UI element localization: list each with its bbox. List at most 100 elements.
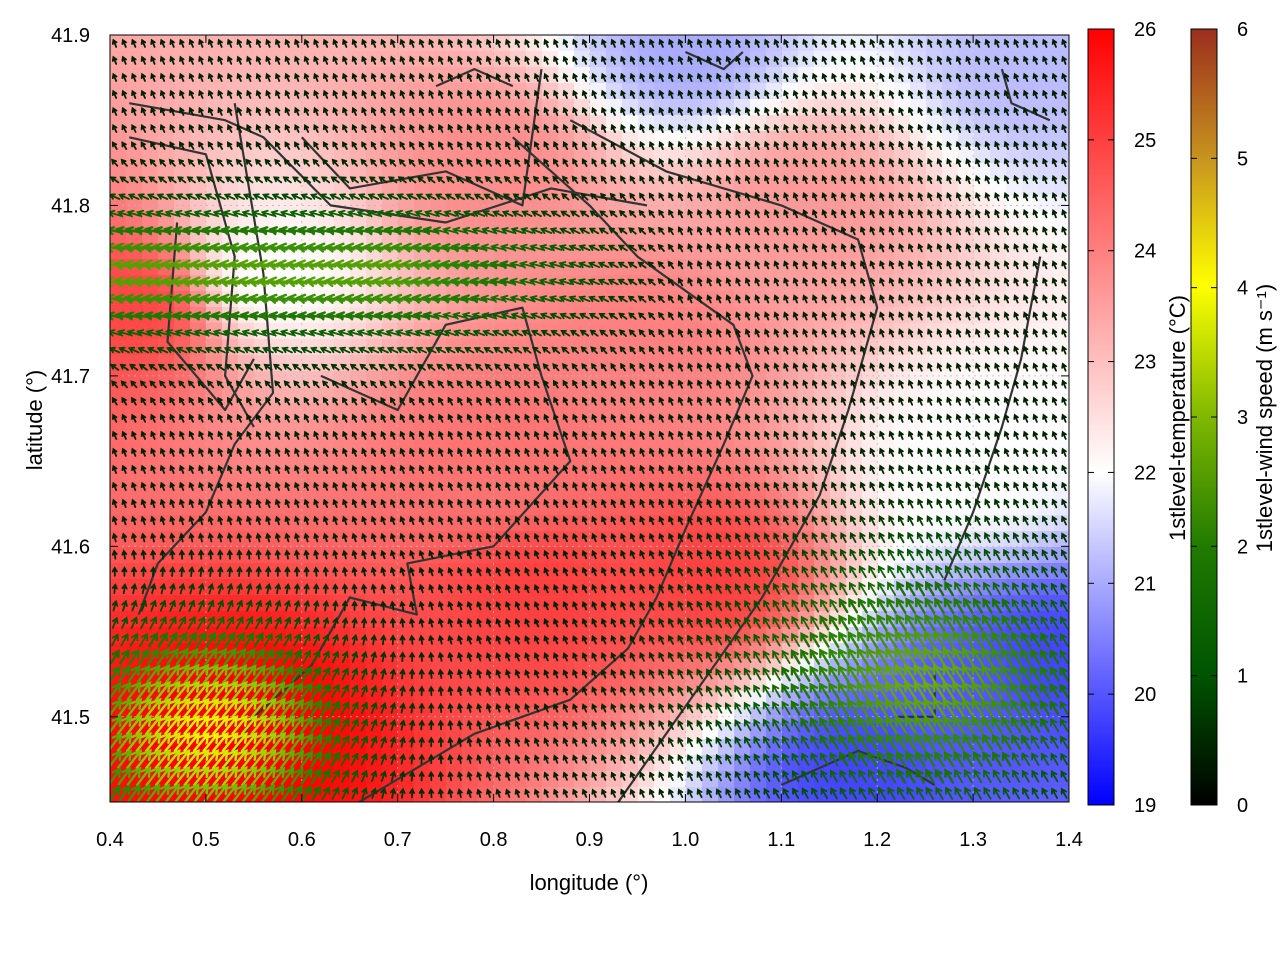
temperature-cell bbox=[190, 179, 207, 196]
temperature-cell bbox=[1054, 403, 1069, 420]
wind-arrow bbox=[140, 89, 147, 99]
temperature-cell bbox=[558, 83, 575, 100]
temperature-cell bbox=[718, 483, 735, 500]
wind-arrow bbox=[831, 55, 837, 65]
temperature-cell bbox=[654, 707, 671, 724]
temperature-cell bbox=[702, 723, 719, 740]
temperature-cell bbox=[766, 227, 783, 244]
temperature-cell bbox=[174, 387, 191, 404]
wind-arrow bbox=[303, 38, 310, 48]
wind-arrow bbox=[1061, 72, 1067, 82]
wind-arrow bbox=[169, 89, 175, 99]
temperature-cell bbox=[558, 483, 575, 500]
temperature-cell bbox=[222, 179, 239, 196]
wind-arrow bbox=[907, 38, 914, 48]
wind-arrow bbox=[524, 38, 530, 48]
temperature-cell bbox=[958, 211, 975, 228]
wind-arrow bbox=[639, 89, 645, 99]
temperature-cell bbox=[254, 787, 271, 802]
temperature-cell bbox=[110, 435, 127, 452]
temperature-cell bbox=[766, 99, 783, 116]
temperature-cell bbox=[926, 35, 943, 52]
temperature-cell bbox=[462, 483, 479, 500]
wind-arrow bbox=[121, 55, 127, 65]
temperature-cell bbox=[798, 403, 815, 420]
wind-arrow bbox=[1023, 55, 1029, 65]
wind-arrow bbox=[418, 72, 425, 82]
wind-arrow bbox=[342, 72, 348, 82]
wind-arrow bbox=[706, 55, 712, 65]
temperature-cell bbox=[318, 467, 335, 484]
temperature-cell bbox=[510, 211, 527, 228]
wind-arrow bbox=[255, 123, 262, 133]
wind-arrow bbox=[927, 106, 933, 116]
contour-line bbox=[300, 68, 543, 207]
wind-arrow bbox=[994, 106, 1000, 116]
wind-arrow bbox=[687, 72, 693, 82]
wind-arrow bbox=[649, 123, 655, 133]
temperature-cell bbox=[430, 419, 447, 436]
wind-arrow bbox=[505, 89, 511, 99]
temperature-cell bbox=[462, 723, 479, 740]
wind-arrow bbox=[677, 106, 684, 116]
wind-arrow bbox=[677, 123, 684, 133]
wind-arrow bbox=[399, 38, 406, 48]
wind-arrow bbox=[831, 72, 837, 82]
temperature-cell bbox=[1038, 451, 1055, 468]
temperature-cell bbox=[798, 387, 815, 404]
wind-arrow bbox=[668, 38, 674, 48]
temperature-cell bbox=[494, 563, 511, 580]
temperature-cell bbox=[446, 435, 463, 452]
temperature-cell bbox=[590, 51, 607, 68]
temperature-cell bbox=[1038, 387, 1055, 404]
wind-arrow bbox=[677, 72, 684, 82]
temperature-cell bbox=[430, 163, 447, 180]
temperature-cell bbox=[974, 35, 991, 52]
wind-arrow bbox=[716, 38, 722, 48]
temperature-cell bbox=[798, 467, 815, 484]
wind-arrow bbox=[591, 72, 597, 82]
temperature-cell bbox=[846, 131, 863, 148]
temperature-cell bbox=[750, 723, 767, 740]
temperature-cell bbox=[654, 131, 671, 148]
temperature-cell bbox=[334, 595, 351, 612]
temperature-cell bbox=[798, 115, 815, 132]
wind-arrow bbox=[1003, 72, 1010, 82]
wind-arrow bbox=[1051, 72, 1058, 82]
temperature-cell bbox=[750, 211, 767, 228]
temperature-cell bbox=[254, 51, 271, 68]
temperature-cell bbox=[734, 179, 751, 196]
temperature-cell bbox=[318, 403, 335, 420]
wind-arrow bbox=[390, 106, 396, 116]
temperature-cell bbox=[942, 355, 959, 372]
temperature-cell bbox=[302, 451, 319, 468]
temperature-cell bbox=[190, 163, 207, 180]
wind-arrow bbox=[409, 55, 415, 65]
temperature-cell bbox=[286, 531, 303, 548]
temperature-cell bbox=[190, 403, 207, 420]
temperature-cell bbox=[462, 675, 479, 692]
wind-arrow bbox=[764, 106, 770, 116]
temperature-cell bbox=[606, 483, 623, 500]
temperature-cell bbox=[1038, 403, 1055, 420]
temperature-cell bbox=[462, 371, 479, 388]
wind-arrow bbox=[1051, 55, 1058, 65]
temperature-cell bbox=[990, 131, 1007, 148]
wind-arrow bbox=[303, 89, 310, 99]
temperature-cell bbox=[366, 147, 383, 164]
temperature-cell bbox=[670, 755, 687, 772]
temperature-cell bbox=[990, 291, 1007, 308]
temperature-cell bbox=[862, 403, 879, 420]
temperature-cell bbox=[254, 467, 271, 484]
wind-arrow bbox=[543, 55, 549, 65]
temperature-cell bbox=[366, 675, 383, 692]
wind-arrow bbox=[696, 72, 703, 82]
temperature-cell bbox=[1054, 99, 1069, 116]
wind-arrow bbox=[390, 38, 396, 48]
temperature-cell bbox=[574, 739, 591, 756]
wind-arrow bbox=[140, 106, 147, 116]
temperature-cell bbox=[510, 675, 527, 692]
wind-arrow bbox=[543, 123, 549, 133]
temperature-cell bbox=[750, 131, 767, 148]
temperature-cell bbox=[958, 467, 975, 484]
